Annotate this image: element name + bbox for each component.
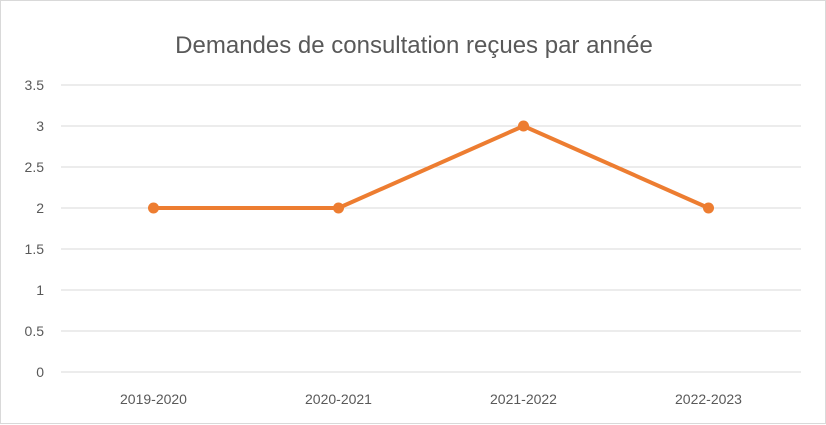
y-tick-label: 0.5 — [25, 323, 45, 339]
y-tick-label: 1 — [36, 282, 44, 298]
x-tick-label: 2019-2020 — [120, 391, 187, 407]
series-line — [151, 124, 711, 210]
data-point — [518, 120, 529, 132]
x-tick-label: 2021-2022 — [490, 391, 557, 407]
y-tick-label: 3.5 — [25, 77, 45, 93]
data-point — [148, 202, 159, 214]
y-tick-label: 1.5 — [25, 241, 45, 257]
y-tick-label: 3 — [36, 118, 44, 134]
data-point — [333, 202, 344, 214]
x-tick-label: 2020-2021 — [305, 391, 372, 407]
series — [148, 120, 714, 214]
y-tick-label: 0 — [36, 364, 44, 380]
data-point — [703, 202, 714, 214]
chart-title: Demandes de consultation reçues par anné… — [175, 32, 653, 59]
gridlines — [61, 84, 801, 373]
x-axis-ticks: 2019-2020 2020-2021 2021-2022 2022-2023 — [120, 391, 742, 407]
y-tick-label: 2 — [36, 200, 44, 216]
x-tick-label: 2022-2023 — [675, 391, 742, 407]
y-axis-ticks: 0 0.5 1 1.5 2 2.5 3 3.5 — [25, 77, 45, 380]
y-tick-label: 2.5 — [25, 159, 45, 175]
